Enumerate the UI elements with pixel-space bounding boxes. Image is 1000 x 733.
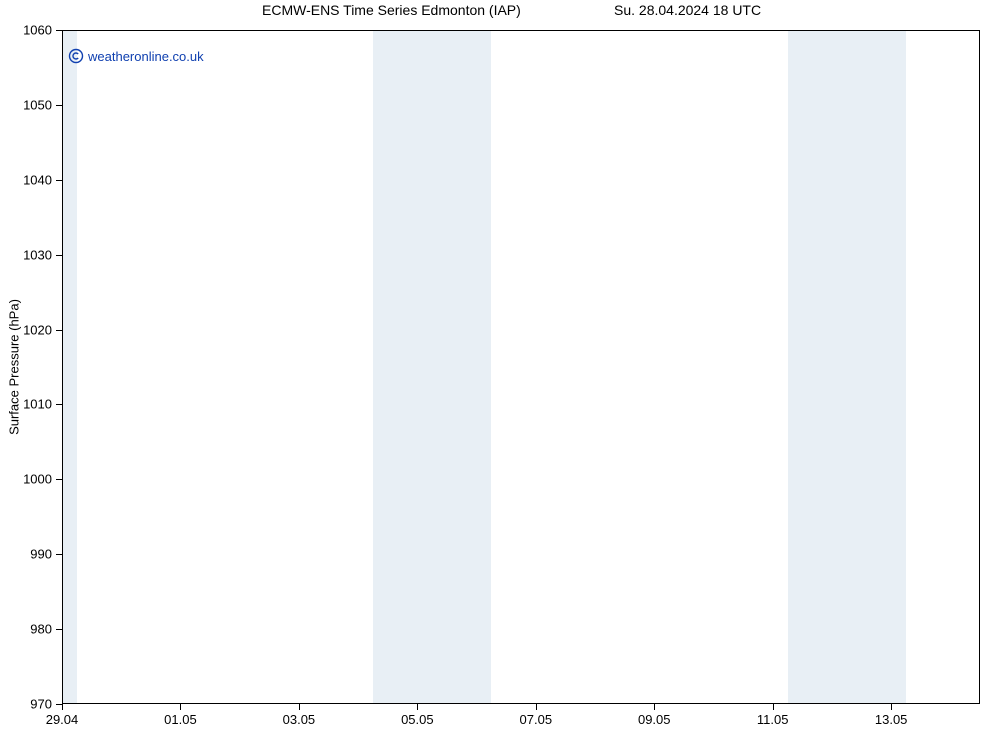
chart-title-right: Su. 28.04.2024 18 UTC xyxy=(614,2,761,18)
y-tick-label: 1020 xyxy=(23,322,52,337)
x-tick-label: 11.05 xyxy=(757,712,789,727)
y-tick-mark xyxy=(56,479,62,480)
y-tick-label: 1040 xyxy=(23,172,52,187)
x-tick-mark xyxy=(299,704,300,710)
x-tick-mark xyxy=(62,704,63,710)
x-tick-mark xyxy=(417,704,418,710)
y-tick-mark xyxy=(56,105,62,106)
plot-area: weatheronline.co.uk xyxy=(62,30,980,704)
y-tick-label: 990 xyxy=(30,547,52,562)
watermark: weatheronline.co.uk xyxy=(68,48,204,64)
chart-container: ECMW-ENS Time Series Edmonton (IAP) Su. … xyxy=(0,0,1000,733)
weekend-shade xyxy=(62,30,77,704)
x-tick-mark xyxy=(180,704,181,710)
y-tick-mark xyxy=(56,180,62,181)
weekend-shade xyxy=(373,30,491,704)
x-tick-mark xyxy=(654,704,655,710)
y-tick-label: 980 xyxy=(30,622,52,637)
y-tick-mark xyxy=(56,554,62,555)
y-tick-mark xyxy=(56,255,62,256)
y-tick-mark xyxy=(56,629,62,630)
x-tick-label: 29.04 xyxy=(46,712,79,727)
x-tick-mark xyxy=(536,704,537,710)
x-tick-mark xyxy=(773,704,774,710)
weekend-shade xyxy=(788,30,906,704)
x-tick-label: 03.05 xyxy=(283,712,316,727)
y-tick-label: 970 xyxy=(30,697,52,712)
y-tick-label: 1010 xyxy=(23,397,52,412)
x-tick-label: 13.05 xyxy=(875,712,908,727)
y-tick-label: 1050 xyxy=(23,97,52,112)
y-tick-label: 1000 xyxy=(23,472,52,487)
y-tick-label: 1030 xyxy=(23,247,52,262)
y-tick-label: 1060 xyxy=(23,23,52,38)
x-tick-label: 05.05 xyxy=(401,712,434,727)
x-tick-label: 01.05 xyxy=(164,712,197,727)
x-tick-label: 09.05 xyxy=(638,712,671,727)
y-tick-mark xyxy=(56,30,62,31)
y-tick-mark xyxy=(56,330,62,331)
watermark-text: weatheronline.co.uk xyxy=(88,49,204,64)
chart-title-left: ECMW-ENS Time Series Edmonton (IAP) xyxy=(262,2,521,18)
y-tick-mark xyxy=(56,404,62,405)
copyright-icon xyxy=(68,48,84,64)
x-tick-mark xyxy=(891,704,892,710)
x-tick-label: 07.05 xyxy=(520,712,553,727)
y-axis-title: Surface Pressure (hPa) xyxy=(7,299,22,435)
